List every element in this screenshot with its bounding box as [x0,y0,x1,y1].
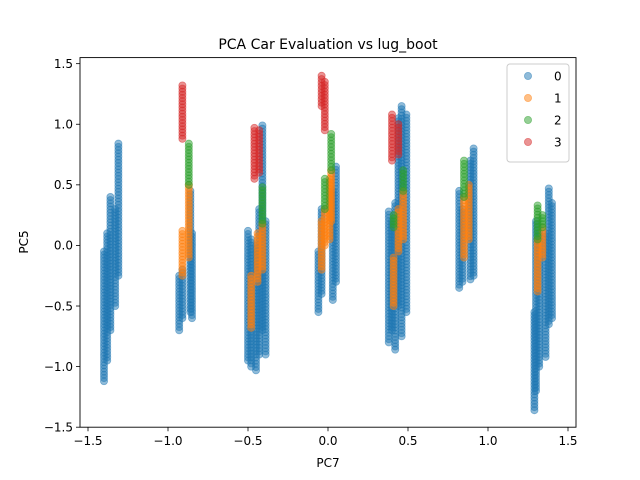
legend-marker-0 [524,72,533,81]
point-class-0 [397,102,406,111]
y-tick-label: 1.0 [54,118,73,132]
x-tick-label: −1.5 [73,434,102,448]
chart-title: PCA Car Evaluation vs lug_boot [218,37,438,53]
legend-marker-3 [524,137,533,146]
point-class-2 [389,211,398,220]
point-class-3 [178,81,187,90]
point-class-3 [387,110,396,119]
point-class-3 [320,77,329,86]
y-tick-label: −1.5 [44,421,73,435]
y-axis-ticks: −1.5 −1.0 −0.5 0.0 0.5 1.0 1.5 [44,57,80,435]
point-class-0 [548,199,557,208]
data-points [100,71,557,415]
y-tick-label: 0.0 [54,239,73,253]
y-tick-label: 0.5 [54,178,73,192]
point-class-1 [389,253,398,262]
legend-label-0: 0 [554,69,562,83]
point-class-2 [258,183,267,192]
point-class-3 [394,120,403,129]
legend-label-2: 2 [554,113,562,127]
point-class-3 [317,71,326,80]
y-tick-label: −0.5 [44,299,73,313]
point-class-2 [320,174,329,183]
legend-marker-1 [524,94,533,103]
point-class-0 [106,192,115,201]
point-class-3 [255,126,264,135]
point-class-2 [327,129,336,138]
legend-label-1: 1 [554,91,562,105]
point-class-2 [184,139,193,148]
point-class-2 [533,201,542,210]
x-tick-label: 1.0 [478,434,497,448]
legend: 0 1 2 3 [506,63,570,163]
point-class-0 [114,139,123,148]
y-axis-label: PC5 [17,230,31,253]
x-tick-label: −0.5 [233,434,262,448]
point-class-0 [243,226,252,235]
point-class-0 [469,144,478,153]
x-tick-label: −1.0 [153,434,182,448]
point-class-2 [399,166,408,175]
y-tick-label: 1.5 [54,57,73,71]
legend-box [506,63,570,163]
point-class-2 [459,156,468,165]
x-tick-label: 1.5 [558,434,577,448]
y-tick-label: −1.0 [44,360,73,374]
x-axis-ticks: −1.5 −1.0 −0.5 0.0 0.5 1.0 1.5 [73,427,578,448]
point-class-0 [544,184,553,193]
legend-label-3: 3 [554,135,562,149]
legend-marker-2 [524,116,533,125]
x-tick-label: 0.0 [318,434,337,448]
x-tick-label: 0.5 [398,434,417,448]
x-axis-label: PC7 [316,456,339,470]
point-class-2 [538,211,547,220]
point-class-0 [402,110,411,119]
